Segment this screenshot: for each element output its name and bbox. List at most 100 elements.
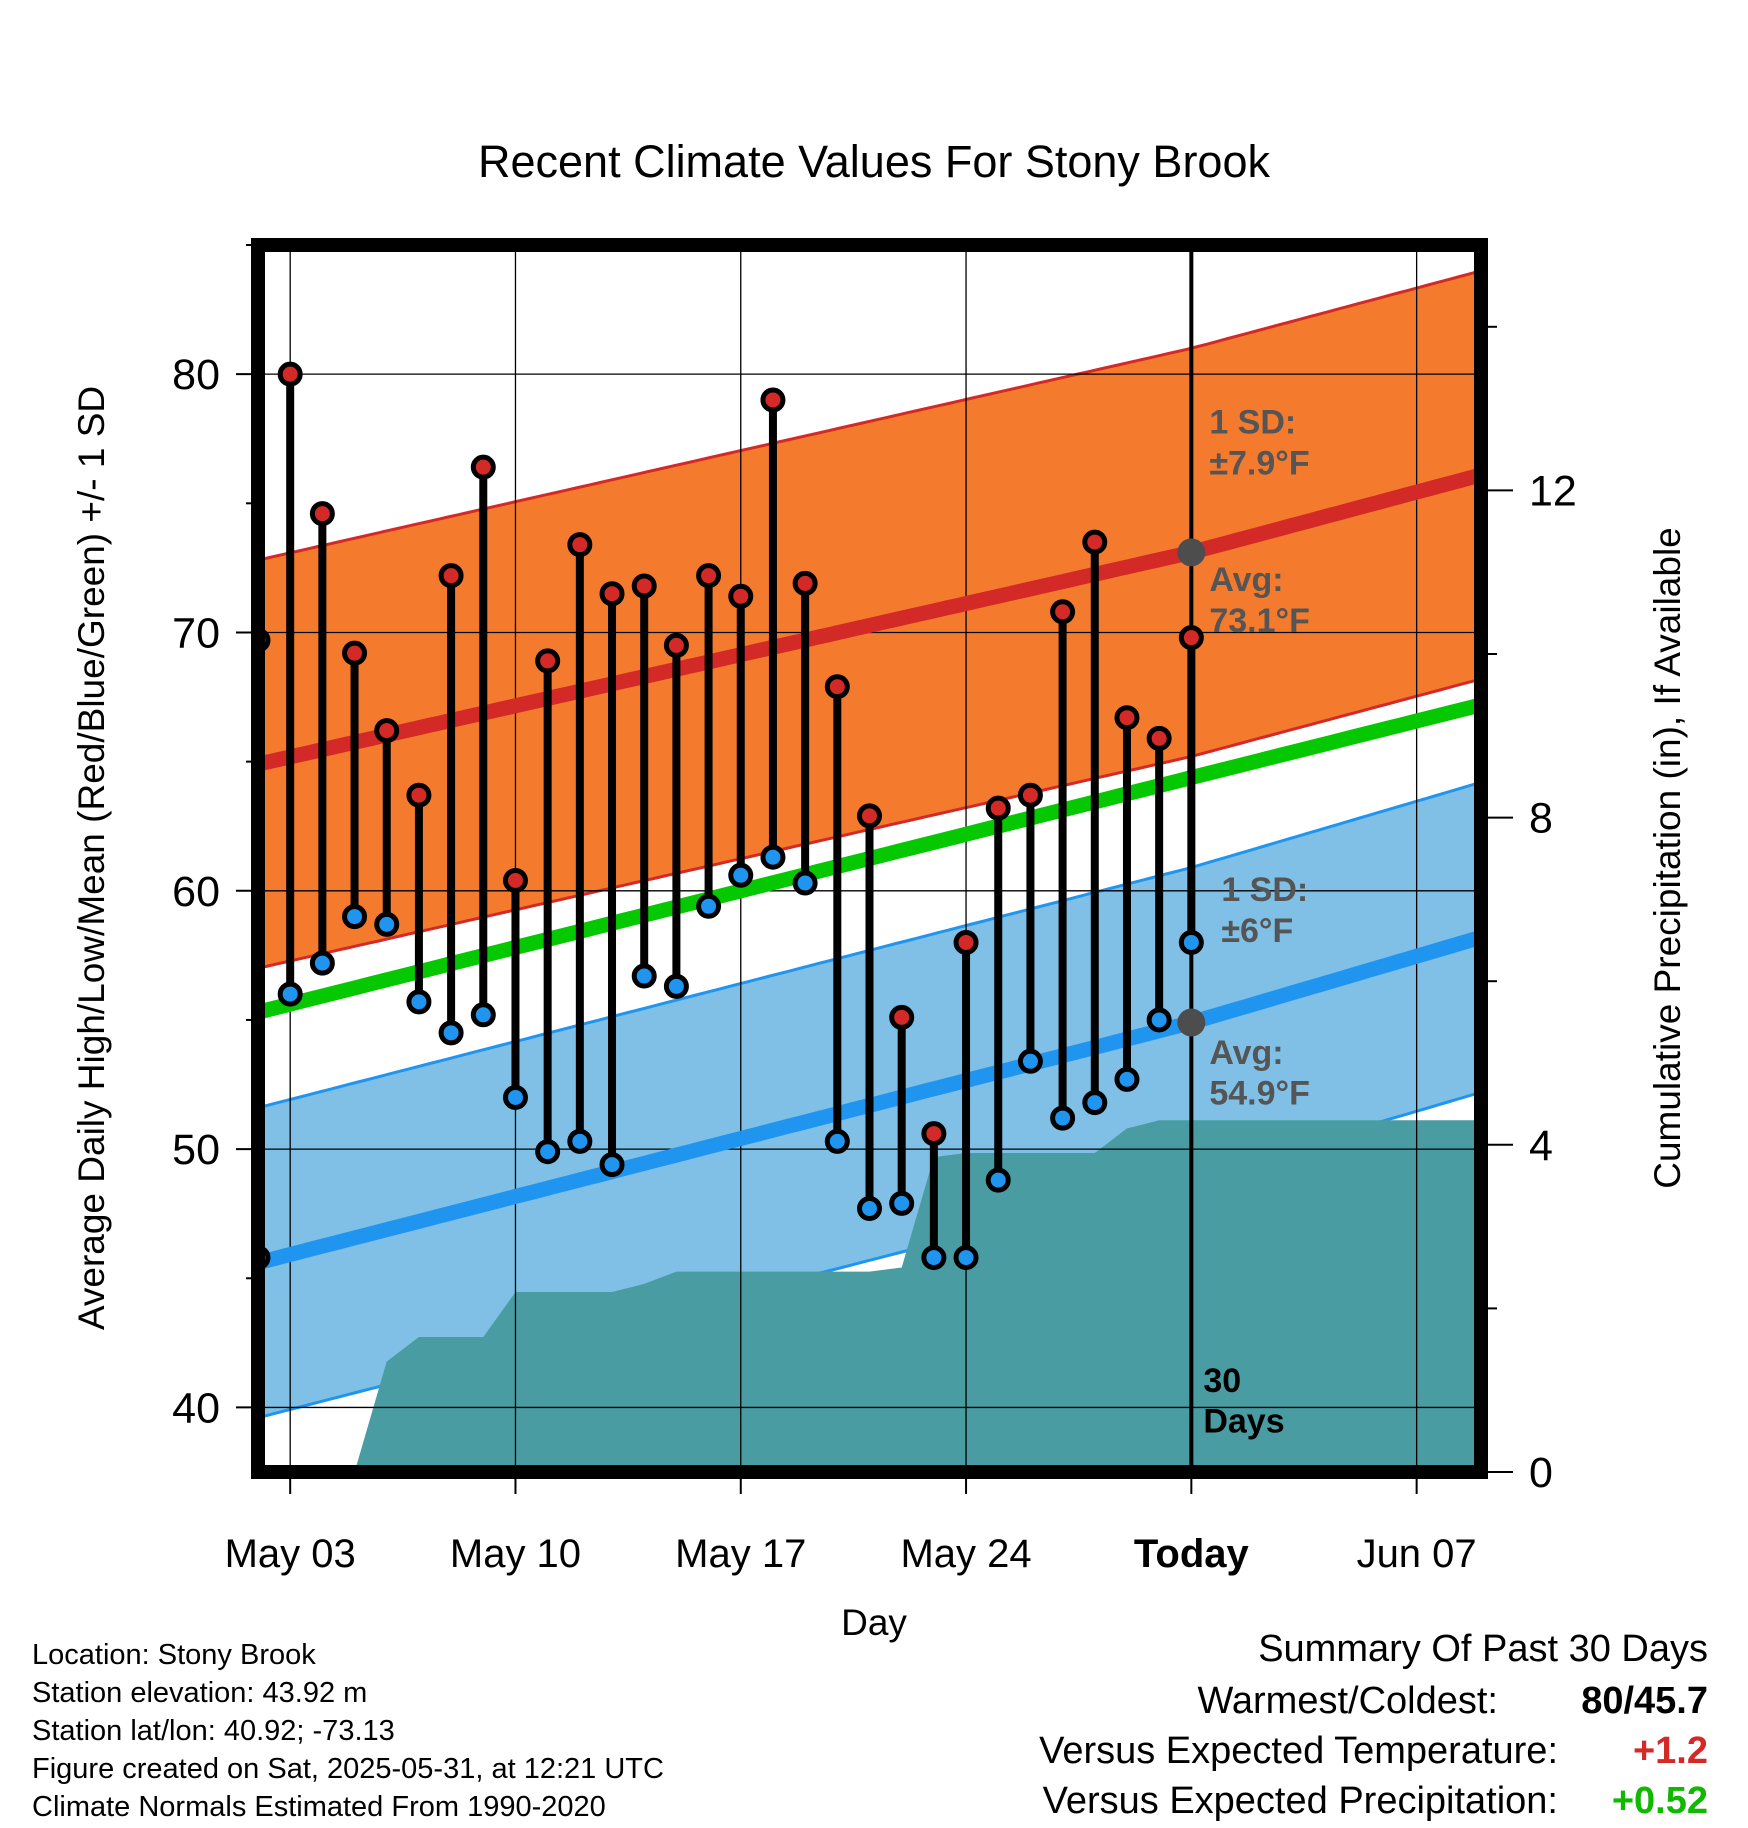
high-point [406,782,432,808]
low-point [760,844,786,870]
low-sd-label-line: 1 SD: [1221,871,1308,909]
precip-label: Versus Expected Precipitation: [1042,1780,1558,1822]
y2-tick-label: 8 [1529,795,1553,843]
high-point [1114,705,1140,731]
high-point [824,674,850,700]
y2-tick-label: 0 [1529,1449,1553,1497]
high-point [985,795,1011,821]
x-tick-label: Today [1134,1532,1250,1576]
high-point [567,532,593,558]
summary-temp-row: Versus Expected Temperature: +1.2 [1039,1730,1708,1773]
low-point [470,1002,496,1028]
y-tick-label: 40 [172,1384,220,1432]
today-high-avg-marker [1177,538,1206,567]
y-tick-label: 70 [172,609,220,657]
low-point [599,1152,625,1178]
y2-tick-label: 4 [1529,1122,1553,1170]
high-point [728,583,754,609]
high-avg-label-line: 73.1°F [1209,602,1310,640]
x-tick-label: Jun 07 [1357,1532,1477,1576]
summary-warmest-row: Warmest/Coldest: 80/45.7 [1197,1680,1708,1723]
chart-title: Recent Climate Values For Stony Brook [478,136,1271,187]
low-point [985,1167,1011,1193]
high-point [631,573,657,599]
days-label: 30 Days [1203,1362,1284,1441]
low-point [824,1128,850,1154]
precip-value: +0.52 [1611,1780,1708,1822]
normals-text: Climate Normals Estimated From 1990-2020 [32,1791,606,1823]
low-point [277,981,303,1007]
high-point [953,929,979,955]
low-point [567,1128,593,1154]
elevation-text: Station elevation: 43.92 m [32,1677,368,1709]
x-tick-label: May 03 [225,1532,356,1576]
low-point [438,1020,464,1046]
low-point [857,1196,882,1222]
y2-tick-label: 12 [1529,467,1577,515]
low-point [1017,1048,1043,1074]
warmest-label: Warmest/Coldest: [1197,1680,1498,1722]
high-band-upper-edge [258,270,1479,562]
low-point [1082,1090,1108,1116]
high-sd-label: 1 SD: ±7.9°F [1209,404,1309,483]
high-point [1082,529,1108,555]
high-point [1146,725,1172,751]
high-point [277,361,303,387]
warmest-value: 80/45.7 [1581,1680,1708,1722]
low-point [342,904,368,930]
high-point [760,387,786,413]
low-avg-label-line: 54.9°F [1209,1075,1310,1113]
high-point [599,581,625,607]
low-point [792,870,818,896]
y-tick-label: 50 [172,1126,220,1174]
y-axis-label: Average Daily High/Low/Mean (Red/Blue/Gr… [71,386,112,1330]
low-point [535,1139,561,1165]
high-point [535,648,561,674]
high-point [342,640,368,666]
high-point [857,803,882,829]
high-point [374,718,400,744]
summary-heading: Summary Of Past 30 Days [1258,1628,1708,1670]
y2-axis-label: Cumulative Precipitation (in), If Availa… [1647,527,1688,1189]
low-point [1114,1066,1140,1092]
high-point [663,632,689,658]
low-point [953,1245,979,1271]
normal-high-line [258,468,1480,772]
high-point [696,563,722,589]
today-low-avg-marker [1177,1008,1206,1037]
low-point [889,1190,915,1216]
x-tick-label: May 10 [450,1532,581,1576]
x-axis-label: Day [841,1602,907,1643]
high-point [309,501,335,527]
low-point [374,911,400,937]
latlon-text: Station lat/lon: 40.92; -73.13 [32,1715,395,1747]
low-point [406,989,432,1015]
low-point [309,950,335,976]
high-point [1050,599,1076,625]
low-point [728,862,754,888]
x-tick-label: May 24 [900,1532,1031,1576]
high-sd-label-line: ±7.9°F [1209,444,1309,482]
location-text: Location: Stony Brook [32,1639,316,1671]
low-point [696,893,722,919]
precipitation-area [258,1120,1481,1472]
high-point [470,454,496,480]
low-point [1178,929,1204,955]
high-point [438,563,464,589]
plot-area [258,245,1481,1472]
low-point [1146,1007,1172,1033]
low-point [663,973,689,999]
low-point [1050,1105,1076,1131]
low-point [502,1084,528,1110]
low-point [921,1245,947,1271]
high-sd-label-line: 1 SD: [1209,404,1296,442]
plot-frame [251,238,1488,1479]
station-info: Location: Stony Brook Station elevation:… [32,1636,664,1826]
high-avg-label: Avg: 73.1°F [1209,561,1310,640]
temp-value: +1.2 [1632,1730,1708,1772]
summary-precip-row: Versus Expected Precipitation: +0.52 [1043,1780,1708,1823]
y-tick-label: 60 [172,868,220,916]
y-tick-label: 80 [172,351,220,399]
days-label-line: Days [1203,1403,1284,1441]
